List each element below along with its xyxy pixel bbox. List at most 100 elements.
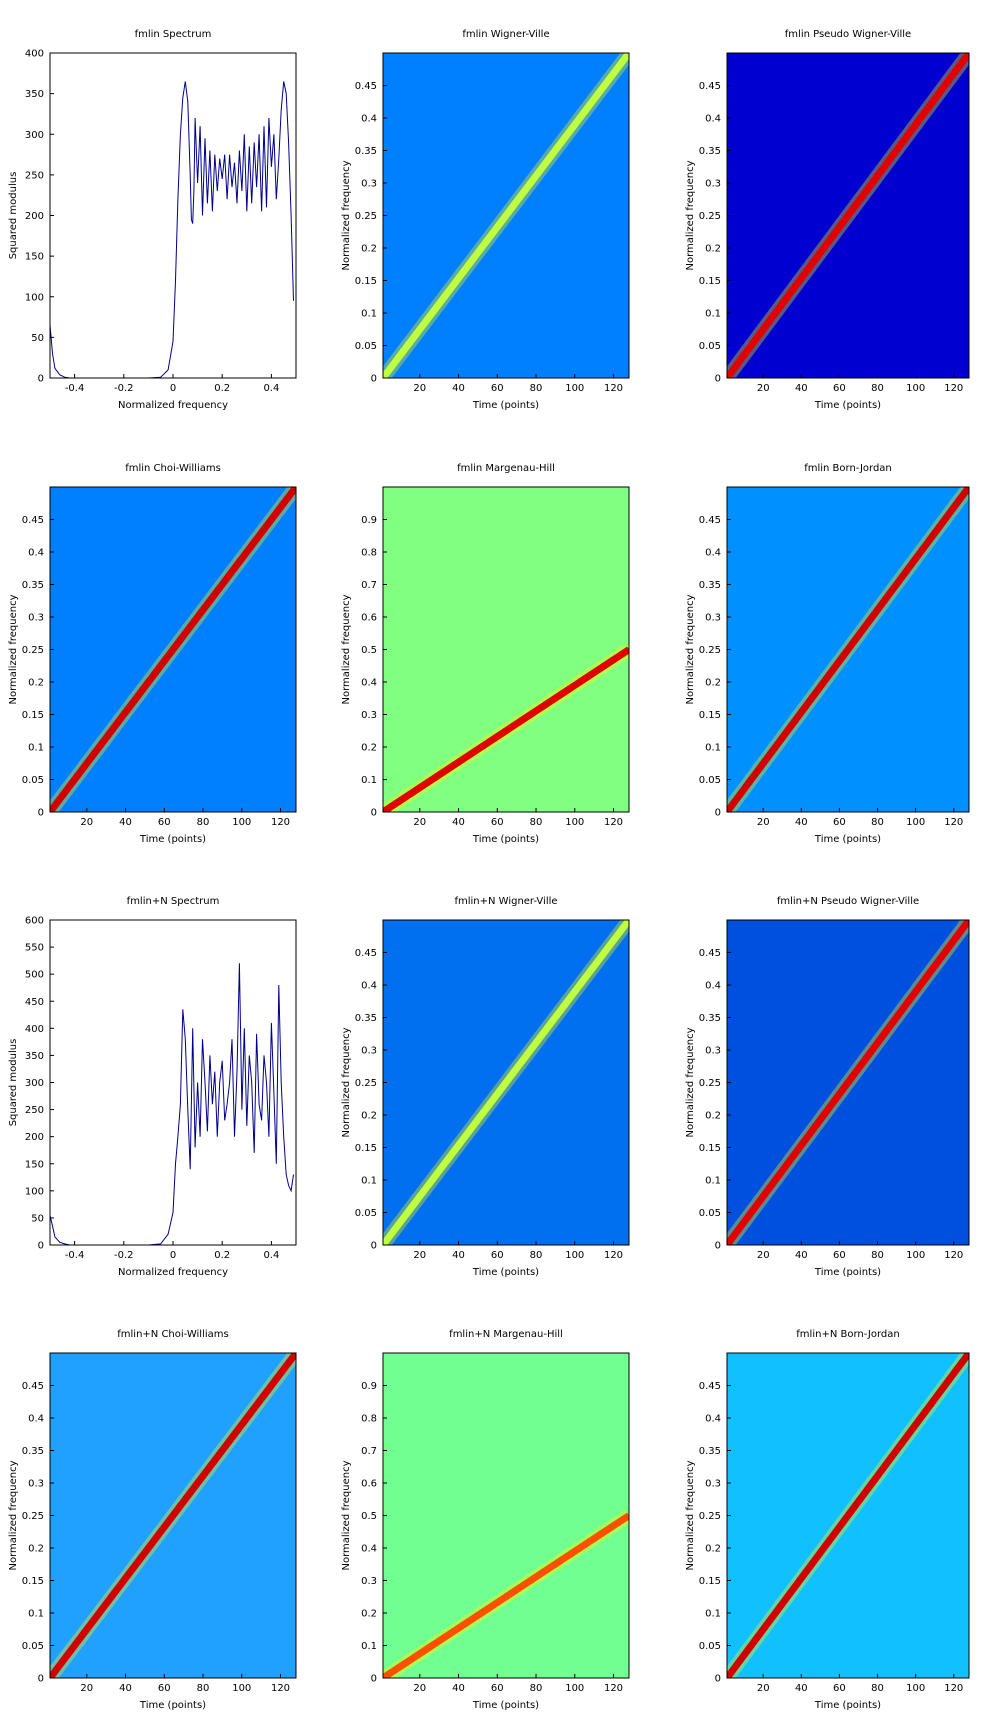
y-tick-label: 0.25: [355, 1078, 377, 1089]
panels: -0.4 -0.2 0 0.2 0.4050100150200250300350400f…: [8, 29, 970, 1711]
y-axis-label: Squared modulus: [8, 172, 19, 260]
y-tick-label: 0.4: [28, 548, 44, 559]
x-axis-label: Time (points): [814, 1267, 881, 1278]
x-tick-label: 120: [604, 1683, 623, 1694]
y-tick-label: 0.4: [361, 981, 377, 992]
chart-title: fmlin Born-Jordan: [804, 463, 892, 474]
y-axis-label: Normalized frequency: [8, 1460, 19, 1570]
y-tick-label: 300: [25, 1078, 44, 1089]
x-tick-label: 100: [906, 1683, 925, 1694]
chart-panel-8: 20 40 60 80 100 120 0 0.05 0.1 0.15 0.2 0.25 0.3 0.35…: [685, 896, 970, 1278]
ridge-line: [727, 53, 969, 378]
y-axis-label: Normalized frequency: [341, 160, 352, 270]
y-tick-label: 0.3: [705, 179, 721, 190]
y-axis-label: Squared modulus: [8, 1039, 19, 1127]
chart-panel-4: 20 40 60 80 100 120 0 0.1 0.2 0.3 0.4 0.5 0.6 0.7 0.8 0…: [341, 463, 630, 845]
y-tick-label: 0.45: [355, 81, 377, 92]
x-tick-label: -0.4: [65, 383, 85, 394]
y-tick-label: 0.15: [699, 276, 721, 287]
x-tick-label: -0.4: [65, 1250, 85, 1261]
x-axis-label: Normalized frequency: [118, 400, 228, 411]
y-tick-label: 0.45: [22, 1381, 44, 1392]
x-tick-label: 100: [565, 383, 584, 394]
y-tick-label: 0: [371, 374, 377, 385]
x-tick-label: 60: [833, 817, 846, 828]
y-tick-label: 0.25: [355, 211, 377, 222]
y-tick-label: 0.15: [355, 276, 377, 287]
y-tick-label: 0.1: [705, 1609, 721, 1620]
x-tick-label: 120: [604, 1250, 623, 1261]
ridge-line: [383, 920, 629, 1245]
y-tick-label: 400: [25, 1024, 44, 1035]
y-axis-label: Normalized frequency: [341, 594, 352, 704]
ridge-line: [383, 53, 629, 378]
y-tick-label: 0.35: [699, 1446, 721, 1457]
y-axis-label: Normalized frequency: [685, 594, 696, 704]
chart-title: fmlin Choi-Williams: [125, 463, 221, 474]
y-tick-label: 0: [715, 808, 721, 819]
y-tick-label: 0.4: [705, 548, 721, 559]
y-tick-label: 0: [371, 808, 377, 819]
y-tick-label: 0.2: [705, 1111, 721, 1122]
y-tick-label: 0.05: [699, 1208, 721, 1219]
x-axis-label: Time (points): [472, 834, 539, 845]
x-tick-label: 40: [452, 1683, 465, 1694]
y-axis-label: Normalized frequency: [685, 1460, 696, 1570]
y-tick-label: 0: [38, 808, 44, 819]
x-tick-label: 60: [833, 1250, 846, 1261]
y-tick-label: 0.35: [355, 146, 377, 157]
chart-panel-0: -0.4 -0.2 0 0.2 0.4 0 50 100 150 200 250 300 350 400 f…: [8, 29, 297, 411]
y-tick-label: 0.4: [361, 1544, 377, 1555]
chart-title: fmlin Margenau-Hill: [457, 463, 555, 474]
chart-title: fmlin Spectrum: [135, 29, 212, 40]
x-tick-label: 80: [871, 1683, 884, 1694]
y-tick-label: 0.45: [699, 81, 721, 92]
y-tick-label: 0.45: [355, 948, 377, 959]
y-tick-label: 0: [715, 1241, 721, 1252]
y-axis-label: Normalized frequency: [685, 160, 696, 270]
y-tick-label: 100: [25, 1186, 44, 1197]
y-tick-label: 0.3: [361, 179, 377, 190]
x-tick-label: 0.2: [214, 1250, 230, 1261]
y-tick-label: 0.1: [361, 1176, 377, 1187]
y-tick-label: 250: [25, 170, 44, 181]
y-tick-label: 0.45: [22, 515, 44, 526]
x-tick-label: 40: [795, 1250, 808, 1261]
x-axis-label: Time (points): [814, 400, 881, 411]
x-tick-label: 0: [170, 383, 176, 394]
y-tick-label: 0.9: [361, 1381, 377, 1392]
y-tick-label: 50: [31, 333, 44, 344]
y-tick-label: 400: [25, 49, 44, 60]
chart-panel-3: 20 40 60 80 100 120 0 0.05 0.1 0.15 0.2 0.25 0.3 0.35…: [8, 463, 297, 845]
x-tick-label: 40: [452, 1250, 465, 1261]
chart-title: fmlin+N Born-Jordan: [796, 1329, 899, 1340]
x-tick-label: 80: [530, 1683, 543, 1694]
y-tick-label: 0.4: [28, 1414, 44, 1425]
chart-panel-1: 20 40 60 80 100 120 0 0.05 0.1 0.15 0.2 0.25 0.3 0.35…: [341, 29, 630, 411]
x-tick-label: 20: [413, 383, 426, 394]
x-tick-label: 20: [80, 1683, 93, 1694]
x-axis-label: Time (points): [814, 1700, 881, 1711]
y-tick-label: 0.45: [699, 948, 721, 959]
y-tick-label: 0.15: [699, 710, 721, 721]
y-tick-label: 0.5: [361, 1511, 377, 1522]
x-tick-label: 0.2: [214, 383, 230, 394]
y-tick-label: 0: [38, 1241, 44, 1252]
y-tick-label: 0.2: [361, 1111, 377, 1122]
x-tick-label: 100: [232, 1683, 251, 1694]
y-tick-label: 600: [25, 916, 44, 927]
chart-panel-11: 20 40 60 80 100 120 0 0.05 0.1 0.15 0.2 0.25 0.3 0.35…: [685, 1329, 970, 1711]
y-tick-label: 0.3: [361, 1046, 377, 1057]
x-axis-label: Time (points): [472, 1700, 539, 1711]
spectrum-line: [50, 963, 294, 1245]
y-tick-label: 0.8: [361, 1414, 377, 1425]
y-tick-label: 0.2: [361, 1609, 377, 1620]
y-axis-label: Normalized frequency: [685, 1027, 696, 1137]
y-tick-label: 0.25: [22, 645, 44, 656]
x-tick-label: 80: [530, 1250, 543, 1261]
x-tick-label: 120: [604, 383, 623, 394]
y-tick-label: 0.05: [22, 775, 44, 786]
ridge-line: [383, 646, 629, 812]
ridge-line: [50, 1353, 296, 1678]
